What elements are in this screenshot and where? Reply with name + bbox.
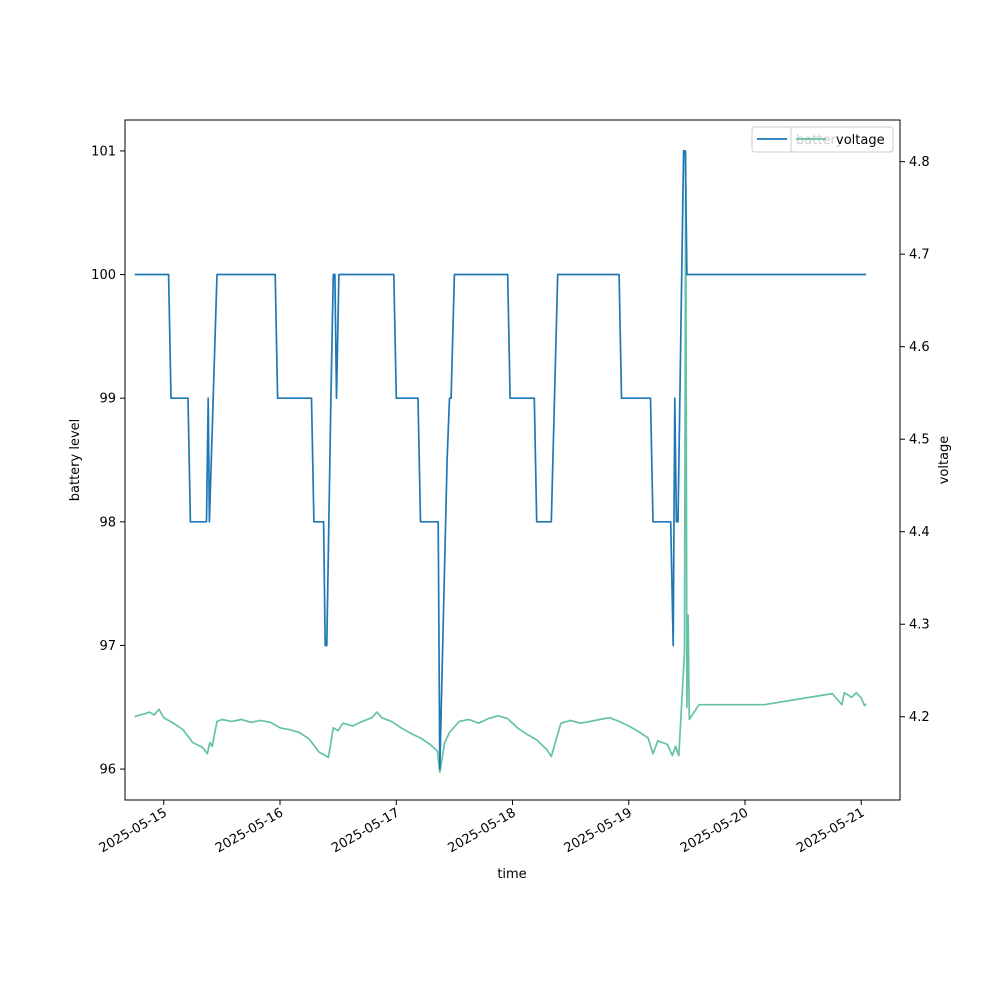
series-line-battery xyxy=(134,150,867,770)
y-tick-label: 96 xyxy=(99,763,116,778)
legend-box-voltage xyxy=(790,126,894,153)
y2-tick-label: 4.5 xyxy=(909,433,930,448)
x-axis-label: time xyxy=(497,867,526,882)
y-axis-ticks: 96 97 98 99 100 101 xyxy=(91,144,125,778)
series-line-voltage xyxy=(134,151,867,774)
y2-tick-label: 4.3 xyxy=(909,618,930,633)
y-axis-label: battery level xyxy=(68,419,83,502)
y2-axis-ticks: 4.2 4.3 4.4 4.5 4.6 4.7 4.8 xyxy=(900,155,930,725)
y2-tick-label: 4.6 xyxy=(909,340,930,355)
y2-tick-label: 4.7 xyxy=(909,248,930,263)
y2-tick-label: 4.4 xyxy=(909,525,930,540)
legend-label-voltage: voltage xyxy=(836,133,885,148)
y2-axis-label: voltage xyxy=(937,436,952,485)
y-tick-label: 98 xyxy=(99,515,116,530)
y-tick-label: 100 xyxy=(91,268,116,283)
legend: batteryvoltage xyxy=(751,126,894,153)
y-tick-label: 99 xyxy=(99,392,116,407)
y-tick-label: 97 xyxy=(99,639,116,654)
y-tick-label: 101 xyxy=(91,144,116,159)
y2-tick-label: 4.8 xyxy=(909,155,930,170)
y2-tick-label: 4.2 xyxy=(909,710,930,725)
